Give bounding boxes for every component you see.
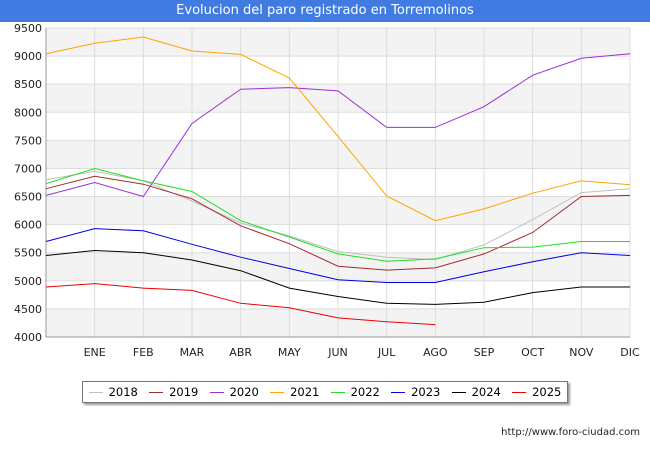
legend-item-2018: 2018 bbox=[88, 385, 138, 399]
legend-item-2022: 2022 bbox=[330, 385, 380, 399]
series-line-2019 bbox=[45, 175, 631, 271]
legend-label: 2024 bbox=[471, 385, 501, 399]
x-tick-label: NOV bbox=[569, 346, 594, 359]
legend-swatch bbox=[88, 391, 103, 393]
line-chart: 4000 4500 5000 5500 6000 6500 7000 7500 8000 8500… bbox=[14, 22, 640, 359]
chart-title: Evolucion del paro registrado en Torremo… bbox=[0, 0, 650, 22]
legend-swatch bbox=[512, 391, 527, 393]
series-line-2024 bbox=[45, 249, 630, 305]
y-tick-label: 4000 bbox=[14, 331, 42, 344]
legend-item-2021: 2021 bbox=[270, 385, 319, 399]
y-tick-label: 8000 bbox=[14, 106, 42, 119]
y-tick-label: 6500 bbox=[14, 191, 42, 204]
x-tick-label: SEP bbox=[474, 346, 495, 359]
series-line-2025 bbox=[45, 283, 436, 326]
legend-swatch bbox=[451, 391, 466, 393]
series-line-2021 bbox=[45, 36, 631, 222]
x-tick-label: JUL bbox=[377, 346, 396, 359]
legend-label: 2025 bbox=[532, 385, 562, 399]
legend-label: 2020 bbox=[229, 385, 259, 399]
legend-label: 2018 bbox=[108, 385, 138, 399]
y-tick-label: 7000 bbox=[14, 162, 42, 175]
y-tick-label: 9000 bbox=[14, 50, 42, 63]
chart-legend: 2018 2019 2020 2021 2022 2023 2024 2025 bbox=[82, 381, 568, 403]
x-tick-label: JUN bbox=[327, 346, 348, 359]
y-tick-label: 8500 bbox=[14, 78, 42, 91]
x-tick-label: MAR bbox=[180, 346, 205, 359]
legend-item-2023: 2023 bbox=[391, 385, 440, 399]
legend-item-2024: 2024 bbox=[451, 385, 501, 399]
x-tick-label: ENE bbox=[84, 346, 106, 359]
y-tick-label: 5500 bbox=[14, 247, 42, 260]
legend-label: 2022 bbox=[350, 385, 380, 399]
legend-item-2019: 2019 bbox=[149, 385, 198, 399]
series-line-2023 bbox=[45, 228, 631, 283]
x-tick-label: MAY bbox=[278, 346, 301, 359]
legend-item-2020: 2020 bbox=[209, 385, 259, 399]
legend-label: 2021 bbox=[290, 385, 320, 399]
x-tick-label: FEB bbox=[133, 346, 154, 359]
x-tick-label: OCT bbox=[521, 346, 544, 359]
legend-swatch bbox=[330, 391, 345, 393]
y-tick-label: 9500 bbox=[14, 22, 42, 35]
y-tick-label: 6000 bbox=[14, 219, 42, 232]
legend-label: 2019 bbox=[169, 385, 199, 399]
x-tick-label: DIC bbox=[620, 346, 640, 359]
series-line-2022 bbox=[45, 167, 630, 262]
series-line-2020 bbox=[45, 53, 631, 198]
y-tick-label: 4500 bbox=[14, 303, 42, 316]
y-tick-label: 7500 bbox=[14, 134, 42, 147]
legend-label: 2023 bbox=[411, 385, 441, 399]
legend-swatch bbox=[391, 391, 406, 393]
legend-swatch bbox=[209, 391, 224, 393]
x-tick-label: AGO bbox=[423, 346, 448, 359]
x-tick-label: ABR bbox=[229, 346, 252, 359]
source-url: http://www.foro-ciudad.com bbox=[501, 427, 640, 438]
legend-swatch bbox=[149, 391, 164, 393]
y-tick-label: 5000 bbox=[14, 275, 42, 288]
legend-item-2025: 2025 bbox=[512, 385, 561, 399]
legend-swatch bbox=[270, 391, 285, 393]
